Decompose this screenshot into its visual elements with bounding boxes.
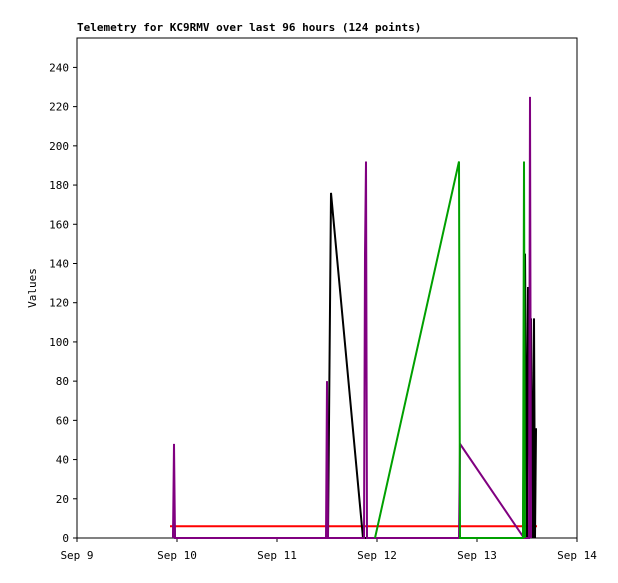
y-tick-label: 180	[49, 179, 69, 192]
y-tick-label: 200	[49, 140, 69, 153]
line-series	[172, 192, 537, 539]
y-tick-label: 220	[49, 101, 69, 114]
x-tick-label: Sep 10	[157, 549, 197, 562]
x-tick-label: Sep 12	[357, 549, 397, 562]
chart-title: Telemetry for KC9RMV over last 96 hours …	[77, 21, 421, 34]
y-tick-label: 100	[49, 336, 69, 349]
y-tick-label: 140	[49, 257, 69, 270]
line-series	[172, 96, 532, 539]
x-tick-label: Sep 9	[60, 549, 93, 562]
y-tick-label: 20	[56, 493, 69, 506]
y-axis-label: Values	[26, 268, 39, 308]
x-tick-label: Sep 13	[457, 549, 497, 562]
y-tick-label: 60	[56, 414, 69, 427]
x-tick-label: Sep 14	[557, 549, 597, 562]
y-tick-label: 160	[49, 218, 69, 231]
y-tick-label: 40	[56, 454, 69, 467]
y-tick-label: 120	[49, 297, 69, 310]
y-tick-label: 240	[49, 61, 69, 74]
y-tick-label: 0	[62, 532, 69, 545]
line-series	[374, 161, 526, 539]
x-tick-label: Sep 11	[257, 549, 297, 562]
y-tick-label: 80	[56, 375, 69, 388]
